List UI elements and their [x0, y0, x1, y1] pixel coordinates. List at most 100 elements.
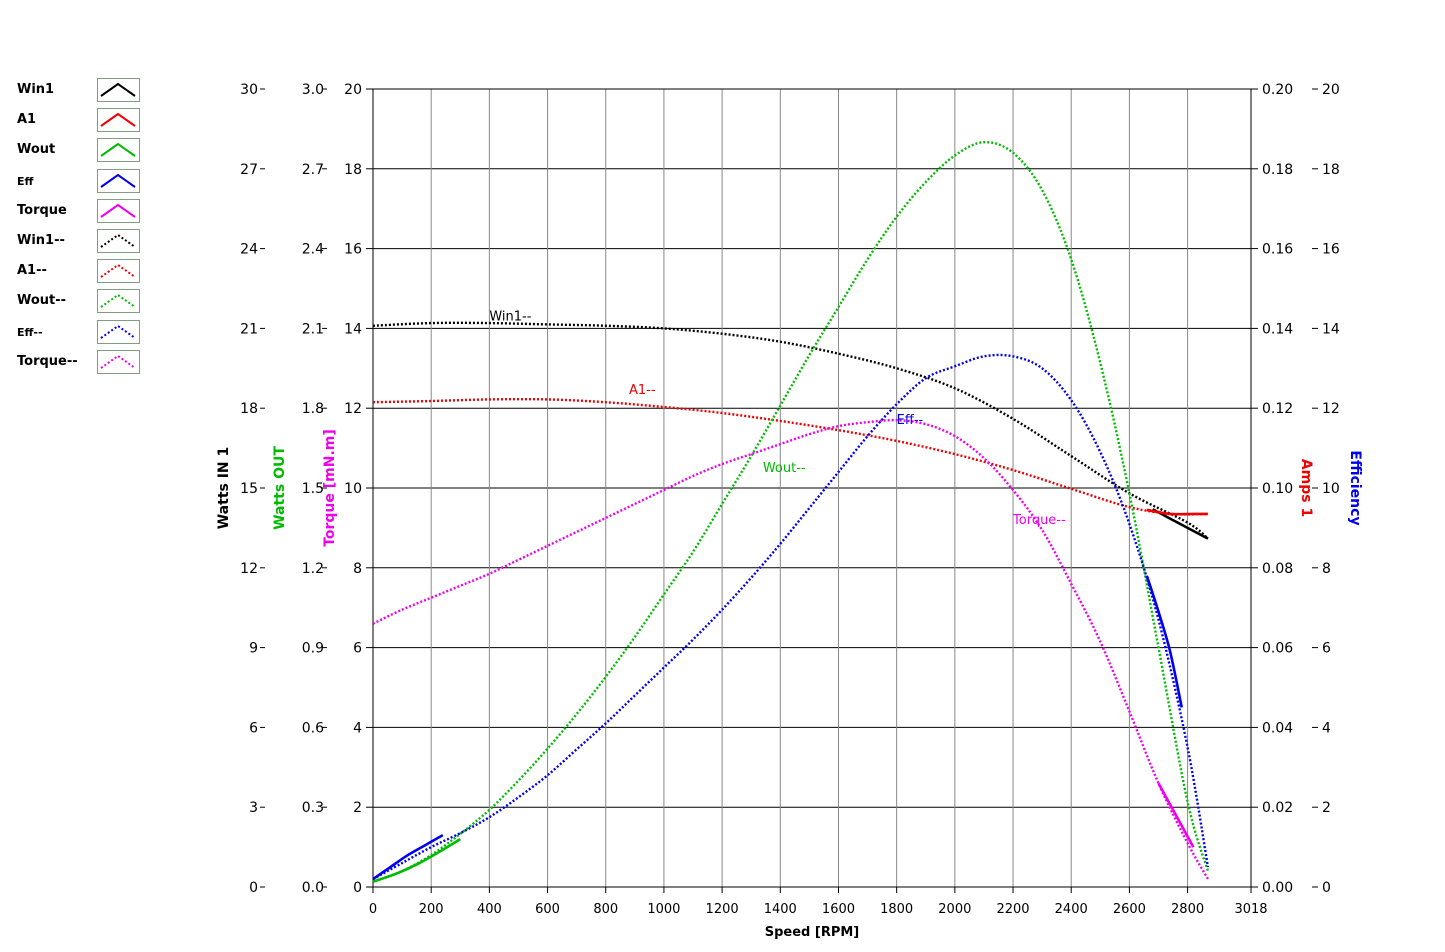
y-tick-label: 0.06 — [1262, 641, 1293, 657]
x-tick-label: 600 — [535, 902, 560, 917]
y-tick-label: 12 — [1322, 401, 1340, 417]
legend-swatch — [97, 108, 140, 133]
y-tick-label: 21 — [240, 321, 258, 337]
x-tick-label: 1600 — [822, 902, 855, 917]
y-tick-label: 0.16 — [1262, 242, 1293, 258]
y-tick-label: 0.12 — [1262, 401, 1293, 417]
legend-label: A1 — [17, 112, 37, 128]
y-axis-label: Watts OUT — [272, 446, 288, 530]
y-tick-label: 1.5 — [302, 481, 324, 497]
series-line-a1-solid — [1146, 508, 1208, 516]
legend: Win1 A1 Wout Eff Torque Win1-- A1-- Wout-- Eff--… — [0, 0, 160, 400]
y-tick-label: 0.18 — [1262, 162, 1293, 178]
legend-label: Wout — [17, 142, 56, 158]
y-tick-label: 10 — [1322, 481, 1340, 497]
y-tick-label: 14 — [1322, 321, 1340, 337]
legend-item: Wout-- — [17, 289, 145, 314]
x-tick-label: 2400 — [1055, 902, 1088, 917]
series-line-win1-dotted — [372, 321, 1209, 540]
y-tick-label: 3 — [249, 800, 258, 816]
y-tick-label: 18 — [1322, 162, 1340, 178]
x-tick-label: 2000 — [938, 902, 971, 917]
legend-label: Eff-- — [17, 325, 43, 339]
x-tick-label: 2600 — [1113, 902, 1146, 917]
y-tick-label: 24 — [240, 242, 258, 258]
y-tick-label: 9 — [249, 641, 258, 657]
series-annotation: A1-- — [629, 383, 656, 398]
y-tick-label: 1.2 — [302, 561, 324, 577]
y-tick-label: 0.14 — [1262, 321, 1293, 337]
y-tick-label: 8 — [1322, 561, 1331, 577]
x-tick-label: 2200 — [996, 902, 1029, 917]
series-annotation: Torque-- — [1012, 513, 1066, 528]
legend-item: Torque-- — [17, 349, 145, 374]
y-tick-label: 2 — [353, 800, 362, 816]
chart-series — [372, 140, 1210, 883]
legend-label: Win1-- — [17, 233, 65, 248]
legend-item: Wout — [17, 138, 145, 163]
y-tick-label: 8 — [353, 561, 362, 577]
y-tick-label: 14 — [344, 321, 362, 337]
chart-axes: 0 200 400 600 800 1000 1200 1400 1600 1800 2000 220… — [216, 82, 1363, 940]
series-line-wout-solid — [372, 838, 461, 883]
legend-swatch — [97, 198, 140, 223]
x-tick-label: 3018 — [1234, 902, 1267, 917]
x-tick-label: 1000 — [647, 902, 680, 917]
legend-swatch — [97, 78, 140, 102]
y-axis-label: Torque [mN.m] — [322, 429, 338, 547]
chart-annotations: Win1-- A1-- Wout-- Eff-- Torque-- — [489, 309, 1066, 527]
y-tick-label: 30 — [240, 82, 258, 98]
y-tick-label: 16 — [1322, 242, 1340, 258]
legend-item: Win1-- — [17, 229, 145, 253]
series-annotation: Win1-- — [489, 309, 531, 324]
y-tick-label: 0.02 — [1262, 800, 1293, 816]
x-tick-label: 0 — [369, 902, 377, 917]
y-tick-label: 6 — [249, 720, 258, 736]
y-tick-label: 0 — [353, 880, 362, 896]
y-axis-label: Efficiency — [1347, 450, 1363, 525]
legend-swatch — [97, 138, 140, 163]
chart-grid — [373, 89, 1251, 887]
legend-item: A1-- — [17, 259, 145, 284]
x-axis-label: Speed [RPM] — [765, 925, 860, 940]
legend-item: Win1 — [17, 78, 145, 102]
y-axis-label: Watts IN 1 — [216, 447, 232, 530]
y-tick-label: 0.10 — [1262, 481, 1293, 497]
x-tick-label: 1400 — [764, 902, 797, 917]
series-line-eff-solid — [1145, 575, 1184, 708]
y-tick-label: 0.6 — [302, 720, 324, 736]
y-tick-label: 3.0 — [302, 82, 324, 98]
y-tick-label: 18 — [240, 401, 258, 417]
y-tick-label: 4 — [353, 720, 362, 736]
y-tick-label: 1.8 — [302, 401, 324, 417]
legend-item: Eff — [17, 168, 145, 193]
y-tick-label: 27 — [240, 162, 258, 178]
y-tick-label: 2 — [1322, 800, 1331, 816]
series-annotation: Wout-- — [763, 461, 806, 476]
y-tick-label: 18 — [344, 162, 362, 178]
y-tick-label: 0 — [249, 880, 258, 896]
legend-item: Torque — [17, 198, 145, 223]
series-line-torque-solid — [1157, 782, 1195, 848]
x-tick-label: 200 — [419, 902, 444, 917]
x-tick-label: 1200 — [706, 902, 739, 917]
series-line-torque-dotted — [372, 418, 1209, 880]
legend-swatch — [97, 229, 140, 253]
y-tick-label: 2.4 — [302, 242, 324, 258]
y-tick-label: 0.3 — [302, 800, 324, 816]
y-tick-label: 0.0 — [302, 880, 324, 896]
legend-swatch — [97, 319, 140, 344]
x-tick-label: 2800 — [1171, 902, 1204, 917]
y-tick-label: 0.00 — [1262, 880, 1293, 896]
legend-label: Wout-- — [17, 293, 67, 309]
x-tick-label: 1800 — [880, 902, 913, 917]
series-annotation: Eff-- — [897, 413, 924, 428]
legend-swatch — [97, 168, 140, 193]
legend-label: Eff — [17, 174, 34, 188]
legend-swatch — [97, 289, 140, 314]
series-line-a1-dotted — [372, 397, 1208, 516]
legend-swatch — [97, 349, 140, 374]
y-tick-label: 16 — [344, 242, 362, 258]
y-tick-label: 4 — [1322, 720, 1331, 736]
